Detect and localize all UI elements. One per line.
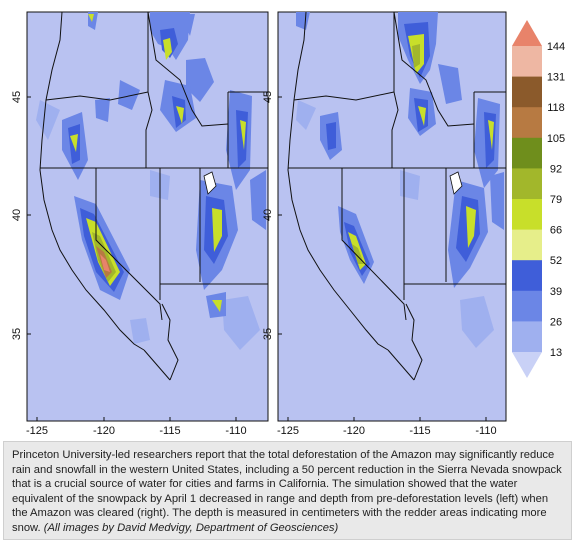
figure: -125 -120 -115 -110 45 40 35 -125 -120 -115 -110 45… — [11, 11, 565, 437]
colorbar-bottom-arrow — [512, 352, 542, 378]
colorbar-segment — [512, 46, 542, 78]
colorbar-label: 131 — [547, 72, 565, 84]
right-state-borders — [287, 11, 506, 381]
colorbar-segment — [512, 260, 542, 292]
right-great-salt-lake — [449, 171, 463, 195]
right-xtick-label: -115 — [409, 425, 430, 437]
axes: -125 -120 -115 -110 45 40 35 -125 -120 -115 -110 45… — [11, 91, 497, 437]
caption-text: Princeton University-led researchers rep… — [12, 449, 562, 534]
colorbar-label: 92 — [550, 163, 562, 175]
colorbar-label: 105 — [547, 133, 565, 145]
left-xtick-label: -110 — [225, 425, 246, 437]
colorbar-segment — [512, 168, 542, 200]
colorbar-segment — [512, 76, 542, 108]
colorbar-segment — [512, 199, 542, 231]
left-snow-patches — [36, 12, 266, 350]
colorbar-segment — [512, 137, 542, 169]
right-xtick-label: -120 — [343, 425, 365, 437]
right-ytick-label: 45 — [262, 91, 274, 103]
map-figure: -125 -120 -115 -110 45 40 35 -125 -120 -115 -110 45… — [11, 11, 565, 437]
right-map-panel — [277, 11, 507, 422]
right-xtick-label: -110 — [475, 425, 496, 437]
colorbar-label: 118 — [547, 102, 565, 114]
right-ytick-label: 35 — [262, 328, 274, 340]
right-xtick-label: -125 — [277, 425, 299, 437]
caption-box: Princeton University-led researchers rep… — [3, 441, 572, 540]
colorbar-segment — [512, 229, 542, 261]
left-xtick-label: -125 — [26, 425, 48, 437]
caption-credit: (All images by David Medvigy, Department… — [43, 521, 339, 534]
right-ytick-label: 40 — [262, 209, 274, 221]
colorbar-label: 52 — [550, 255, 562, 267]
colorbar-label: 13 — [550, 347, 562, 359]
left-ytick-label: 40 — [11, 209, 23, 221]
colorbar-top-arrow — [512, 20, 542, 46]
left-xtick-label: -120 — [93, 425, 115, 437]
left-map-panel — [26, 11, 269, 422]
colorbar-label: 66 — [550, 225, 562, 237]
colorbar-label: 39 — [550, 286, 562, 298]
colorbar-label: 79 — [550, 194, 562, 206]
left-great-salt-lake — [203, 171, 217, 195]
colorbar: 144 131 118 105 92 79 66 52 39 26 13 — [512, 20, 565, 378]
left-xtick-label: -115 — [159, 425, 180, 437]
colorbar-segment — [512, 290, 542, 322]
colorbar-segment — [512, 107, 542, 139]
left-ytick-label: 45 — [11, 91, 23, 103]
colorbar-label: 26 — [550, 316, 562, 328]
colorbar-label: 144 — [547, 41, 565, 53]
left-ytick-label: 35 — [11, 328, 23, 340]
left-state-borders — [39, 11, 268, 381]
colorbar-segment — [512, 321, 542, 353]
